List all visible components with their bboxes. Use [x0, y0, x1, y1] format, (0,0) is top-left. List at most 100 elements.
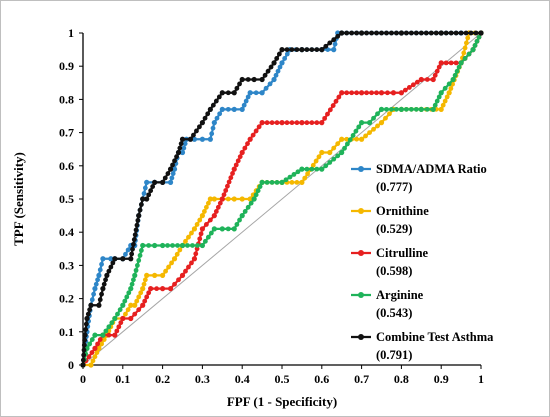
curve-marker — [302, 175, 308, 181]
curve-marker — [225, 196, 231, 202]
data-point — [199, 136, 205, 142]
curve-marker — [403, 30, 409, 36]
data-point — [148, 286, 154, 292]
curve-marker — [436, 64, 442, 70]
curve-marker — [465, 35, 471, 41]
curve-marker — [442, 85, 448, 91]
curve-marker — [89, 297, 95, 303]
data-point — [112, 332, 118, 338]
curve-marker — [363, 133, 368, 139]
curve-marker — [141, 281, 147, 287]
legend-auc: (0.777) — [376, 180, 412, 194]
curve-marker — [138, 290, 144, 296]
curve-marker — [124, 294, 130, 300]
data-point — [211, 196, 217, 202]
legend: SDMA/ADMA Ratio (0.777) Ornithine (0.529) Ci… — [351, 162, 494, 362]
curve-marker — [443, 30, 449, 36]
curve-marker — [379, 30, 384, 36]
data-point — [128, 286, 134, 292]
data-point — [128, 315, 134, 322]
data-point — [438, 106, 444, 112]
curve-marker — [99, 341, 104, 347]
data-point — [140, 286, 146, 292]
curve-marker — [85, 311, 91, 317]
curve-marker — [174, 154, 179, 160]
curve-marker — [81, 342, 87, 348]
data-point — [239, 213, 245, 219]
curve-marker — [197, 236, 203, 242]
x-tick-label: 0.1 — [115, 372, 130, 386]
curve-marker — [207, 217, 213, 223]
curve-marker — [433, 30, 439, 36]
data-point — [171, 256, 178, 262]
curve-marker — [454, 68, 460, 74]
curve-marker — [448, 60, 454, 66]
curve-marker — [176, 277, 181, 283]
data-point — [299, 47, 305, 53]
y-tick-label: 0.4 — [59, 225, 74, 239]
curve-marker — [462, 45, 468, 51]
curve-marker — [316, 154, 322, 160]
data-point — [175, 149, 182, 156]
curve-marker — [198, 231, 204, 237]
curve-marker — [133, 267, 139, 273]
curve-marker — [99, 261, 104, 267]
legend-label: SDMA/ADMA Ratio — [376, 162, 487, 176]
data-point — [279, 120, 285, 126]
data-point — [359, 120, 365, 126]
data-point — [84, 315, 90, 322]
data-point — [132, 302, 138, 308]
curve-marker — [136, 307, 142, 313]
data-point — [160, 272, 166, 278]
data-point — [450, 76, 456, 83]
data-point — [144, 179, 150, 185]
curve-marker — [213, 98, 219, 104]
data-point — [430, 106, 436, 112]
data-point — [96, 345, 102, 351]
data-point — [247, 90, 253, 96]
curve-marker — [402, 87, 408, 93]
curve-marker — [383, 115, 388, 121]
curve-marker — [138, 202, 144, 207]
y-tick-label: 0.5 — [59, 192, 74, 206]
data-point — [239, 106, 245, 112]
curve-marker — [436, 94, 442, 100]
curve-marker — [235, 158, 241, 164]
curve-marker — [146, 192, 152, 198]
legend-swatch-marker — [358, 166, 364, 172]
data-point — [470, 47, 476, 53]
curve-marker — [245, 77, 251, 82]
curve-marker — [125, 247, 131, 253]
data-point — [359, 90, 365, 96]
curve-marker — [323, 163, 329, 169]
curve-marker — [327, 107, 333, 113]
data-point — [438, 90, 444, 96]
curve-marker — [453, 60, 459, 66]
x-tick-label: 0.9 — [434, 372, 449, 386]
data-point — [247, 196, 253, 202]
curve-marker — [135, 217, 141, 223]
data-point — [359, 136, 365, 142]
curve-marker — [230, 170, 235, 176]
curve-marker — [284, 120, 290, 126]
data-point — [458, 60, 464, 66]
curve-marker — [349, 90, 355, 96]
data-point — [199, 226, 205, 232]
data-point — [339, 136, 345, 142]
data-point — [378, 106, 385, 112]
curve-marker — [354, 90, 360, 96]
data-point — [96, 302, 102, 308]
curve-marker — [344, 90, 350, 96]
data-point — [100, 256, 106, 262]
data-point — [104, 272, 110, 278]
data-point — [80, 362, 86, 368]
curve-marker — [94, 350, 100, 355]
curve-marker — [81, 352, 87, 358]
x-tick-label: 0.6 — [314, 372, 329, 386]
curve-marker — [413, 106, 419, 112]
legend-label: Citrulline — [376, 246, 429, 260]
curve-marker — [185, 243, 190, 248]
x-tick-label: 0.8 — [394, 372, 409, 386]
curve-marker — [209, 131, 215, 137]
curve-marker — [172, 281, 177, 287]
